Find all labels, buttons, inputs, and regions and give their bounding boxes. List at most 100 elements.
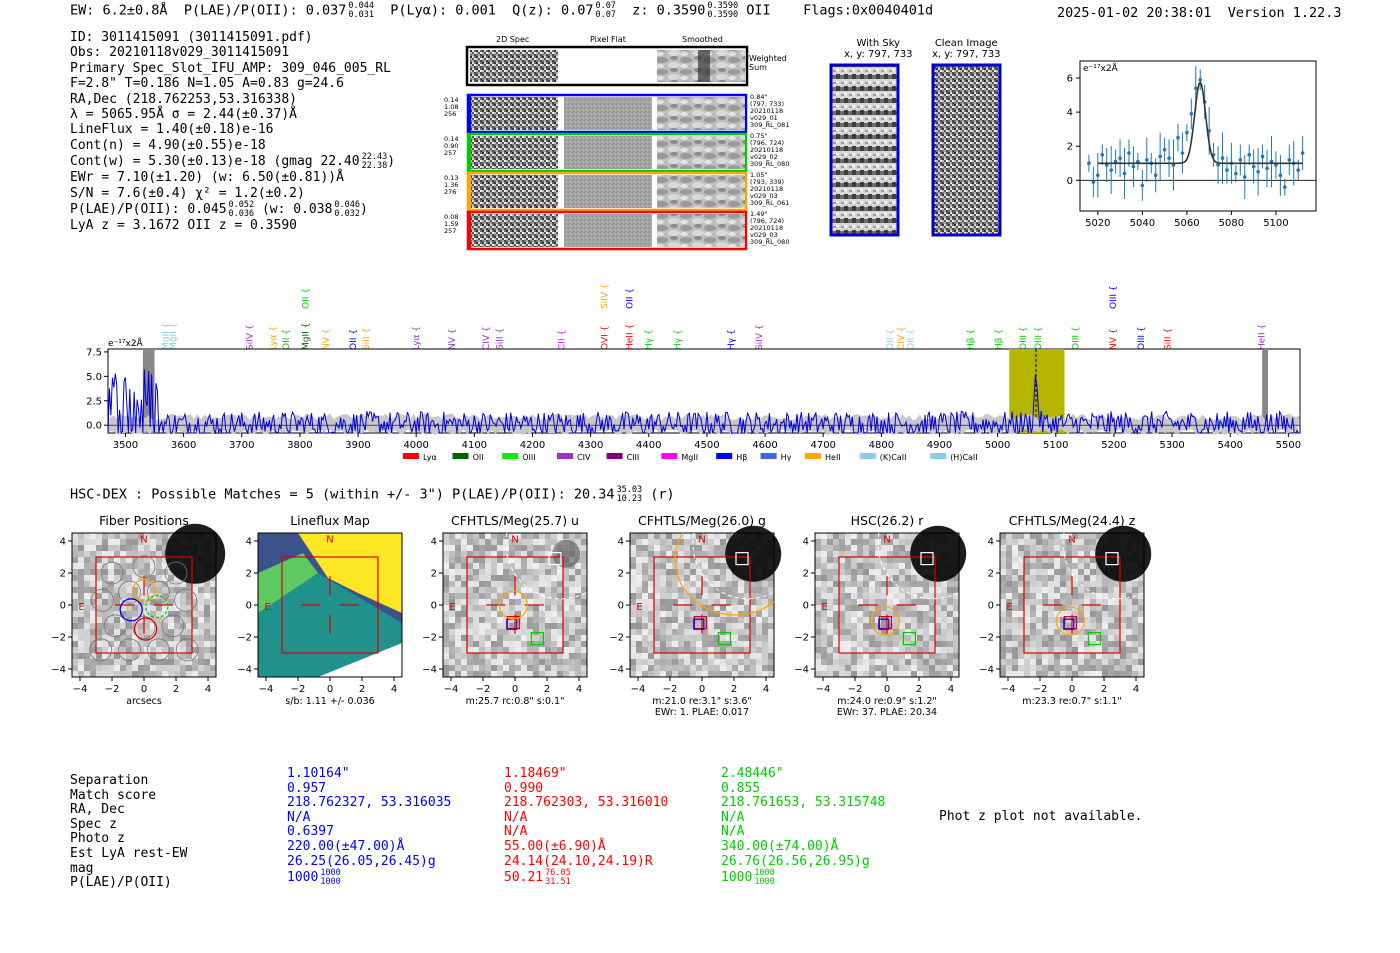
pixel: [1060, 575, 1067, 582]
m1-specz: N/A: [287, 809, 311, 825]
pixel: [204, 587, 211, 594]
pixel: [666, 635, 673, 642]
pixel: [551, 635, 558, 642]
pixel: [684, 659, 691, 666]
pixel: [839, 575, 846, 582]
pixel: [720, 533, 727, 540]
pixel: [198, 581, 205, 588]
north-label: N: [883, 535, 890, 546]
pixel: [1072, 557, 1079, 564]
pixel: [1024, 659, 1031, 666]
header-right: 2025-01-02 20:38:01 Version 1.22.3: [1057, 5, 1342, 21]
pixel: [875, 641, 882, 648]
pixel: [869, 671, 876, 678]
pixel: [503, 665, 510, 672]
pixel: [186, 593, 193, 600]
pixel: [887, 617, 894, 624]
pixel: [1102, 629, 1109, 636]
spectrum-ytick-label: 5.0: [86, 372, 102, 383]
pixel: [654, 587, 661, 594]
pixel: [702, 539, 709, 546]
pixel: [917, 629, 924, 636]
pixel: [186, 629, 193, 636]
pixel: [875, 653, 882, 660]
pixel: [521, 671, 528, 678]
pixel: [102, 599, 109, 606]
pixel: [863, 623, 870, 630]
pixel: [1012, 569, 1019, 576]
pixel: [869, 599, 876, 606]
pixel: [503, 563, 510, 570]
pixel: [893, 539, 900, 546]
pixel: [72, 581, 79, 588]
pixel: [827, 641, 834, 648]
pixel: [636, 641, 643, 648]
pixel: [821, 611, 828, 618]
pixel: [527, 647, 534, 654]
pixel: [527, 635, 534, 642]
pixel: [875, 587, 882, 594]
fit-data-point: [1127, 151, 1131, 155]
pixel: [905, 671, 912, 678]
pixel: [138, 605, 145, 612]
pixel: [1072, 623, 1079, 630]
pixel: [857, 635, 864, 642]
pixel: [473, 671, 480, 678]
pixel: [738, 653, 745, 660]
pixel: [174, 641, 181, 648]
pixel: [485, 599, 492, 606]
pixel: [905, 593, 912, 600]
pixel: [630, 563, 637, 570]
pixel: [527, 641, 534, 648]
pixel: [696, 623, 703, 630]
catalog-box-white: [735, 551, 749, 566]
pixel: [947, 623, 954, 630]
pixel: [738, 635, 745, 642]
pixel: [744, 605, 751, 612]
pixel: [1072, 533, 1079, 540]
pixel: [1030, 629, 1037, 636]
pixel: [1114, 623, 1121, 630]
m2-plae-val: 50.21: [504, 870, 544, 886]
panel-caption: m:21.0 re:3.1" s:3.6": [652, 696, 752, 707]
fit-model-line: [1097, 80, 1303, 165]
pixel: [875, 563, 882, 570]
pixel: [461, 659, 468, 666]
pixel: [443, 617, 450, 624]
pixel: [863, 647, 870, 654]
pixel: [1126, 647, 1133, 654]
pixel: [1120, 623, 1127, 630]
pixel: [768, 605, 775, 612]
pixel: [833, 563, 840, 570]
pixel: [1054, 569, 1061, 576]
pixel: [90, 557, 97, 564]
pixel: [1066, 587, 1073, 594]
pixel: [1018, 617, 1025, 624]
pixel: [917, 581, 924, 588]
pixel: [1090, 671, 1097, 678]
pixel: [648, 641, 655, 648]
pixel: [144, 587, 151, 594]
pixel: [899, 665, 906, 672]
pixel: [1036, 557, 1043, 564]
pixel: [887, 647, 894, 654]
pixel: [1024, 617, 1031, 624]
pixel: [875, 593, 882, 600]
pixel: [1078, 545, 1085, 552]
pixel: [893, 605, 900, 612]
pixel: [929, 623, 936, 630]
pixel: [738, 659, 745, 666]
pixel: [443, 551, 450, 558]
pixel: [1066, 599, 1073, 606]
pixel: [1018, 653, 1025, 660]
legend-label: MgII: [681, 453, 698, 462]
pixel: [953, 605, 960, 612]
pixel: [138, 647, 145, 654]
pixel: [845, 629, 852, 636]
pixel: [911, 605, 918, 612]
pixel: [947, 635, 954, 642]
pixel: [851, 665, 858, 672]
pixel: [863, 599, 870, 606]
pixel: [911, 659, 918, 666]
pixel: [1138, 629, 1145, 636]
